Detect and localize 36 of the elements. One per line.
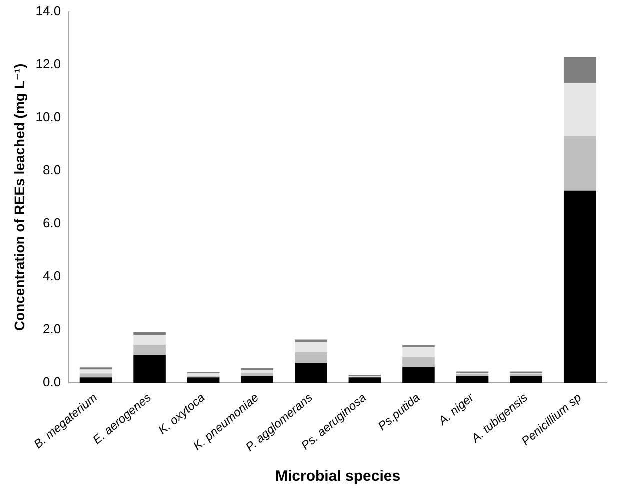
bar bbox=[295, 342, 328, 352]
bar bbox=[564, 136, 596, 191]
bar bbox=[402, 357, 435, 368]
y-tick-label: 10.0 bbox=[36, 110, 62, 125]
y-tick-label: 2.0 bbox=[43, 322, 62, 337]
bar bbox=[134, 345, 166, 356]
bar bbox=[510, 376, 542, 383]
bar bbox=[295, 340, 328, 342]
bar bbox=[402, 367, 435, 383]
bar bbox=[134, 334, 166, 346]
bar bbox=[134, 332, 166, 335]
bar bbox=[80, 370, 112, 374]
bar bbox=[456, 376, 489, 383]
y-tick-label: 14.0 bbox=[36, 4, 62, 19]
bar bbox=[241, 373, 274, 376]
bar bbox=[187, 374, 220, 376]
bar bbox=[564, 190, 596, 383]
bar bbox=[348, 378, 382, 383]
bar bbox=[80, 378, 112, 383]
y-tick-label: 4.0 bbox=[43, 268, 62, 284]
bar bbox=[295, 352, 328, 364]
bar bbox=[241, 370, 274, 374]
bar bbox=[241, 376, 274, 383]
bar bbox=[564, 84, 596, 137]
x-axis-title: Microbial species bbox=[276, 468, 401, 486]
y-tick-label: 8.0 bbox=[43, 162, 62, 178]
bar bbox=[134, 355, 166, 383]
bar bbox=[402, 347, 435, 358]
bar bbox=[187, 378, 220, 383]
bar bbox=[295, 363, 328, 383]
bar bbox=[564, 57, 596, 84]
y-tick-label: 0.0 bbox=[43, 374, 62, 390]
y-axis-title: Concentration of REEs leached (mg L⁻¹) bbox=[11, 64, 28, 332]
y-tick-label: 12.0 bbox=[36, 56, 62, 72]
bar bbox=[80, 374, 112, 378]
y-tick-label: 6.0 bbox=[43, 216, 62, 231]
